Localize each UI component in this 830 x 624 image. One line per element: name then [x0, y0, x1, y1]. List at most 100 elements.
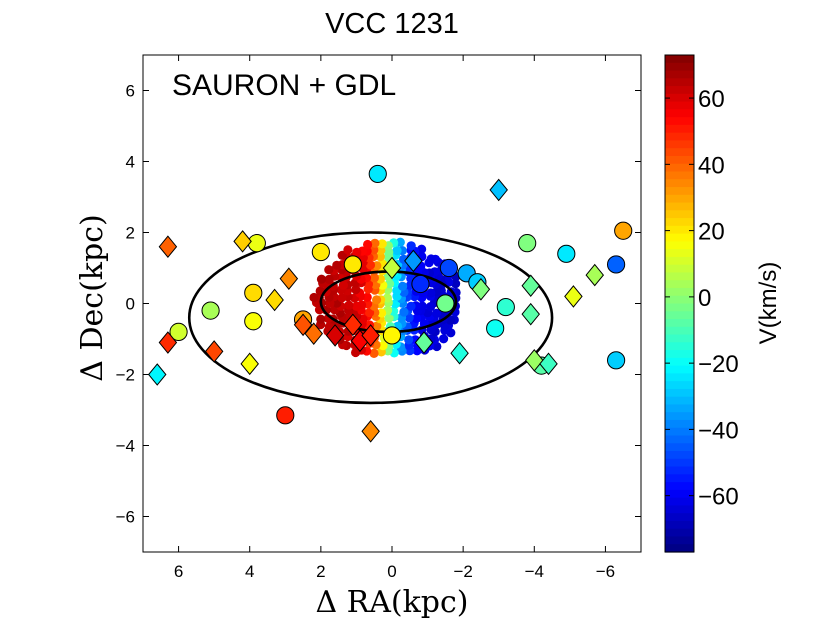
chart-title: VCC 1231 — [325, 8, 459, 40]
sauron-spaxel — [343, 245, 352, 254]
colorbar-segment — [665, 71, 694, 79]
colorbar-segment — [665, 505, 694, 513]
x-tick-label: 6 — [174, 562, 183, 581]
colorbar-segment — [665, 272, 694, 280]
y-tick-label: −2 — [116, 366, 135, 385]
gc-circle-point — [248, 235, 265, 252]
colorbar-segment — [665, 366, 694, 374]
colorbar-segment — [665, 288, 694, 296]
gc-circle-point — [277, 407, 294, 424]
colorbar-segment — [665, 241, 694, 249]
colorbar-tick-label: 0 — [698, 285, 711, 312]
colorbar-tick-label: −20 — [698, 351, 739, 378]
colorbar-segment — [665, 148, 694, 156]
sauron-spaxel — [439, 334, 448, 343]
colorbar-segment — [665, 117, 694, 125]
gc-circle-point — [383, 327, 400, 344]
sauron-spaxel — [372, 295, 381, 304]
colorbar-segment — [665, 389, 694, 397]
sauron-spaxel — [316, 315, 325, 324]
gc-circle-point — [519, 235, 536, 252]
gc-circle-point — [608, 256, 625, 273]
colorbar-segment — [665, 218, 694, 226]
colorbar-segment — [665, 436, 694, 444]
colorbar-segment — [665, 381, 694, 389]
colorbar-segment — [665, 412, 694, 420]
sauron-spaxel — [406, 302, 415, 311]
colorbar-segment — [665, 529, 694, 537]
colorbar-segment — [665, 459, 694, 467]
sauron-spaxel — [317, 275, 326, 284]
colorbar-segment — [665, 156, 694, 164]
colorbar-segment — [665, 63, 694, 71]
colorbar-segment — [665, 498, 694, 506]
colorbar-tick-label: 40 — [698, 152, 725, 179]
gc-circle-point — [245, 284, 262, 301]
colorbar-segment — [665, 280, 694, 288]
colorbar-segment — [665, 86, 694, 94]
colorbar-tick-label: 20 — [698, 219, 725, 246]
colorbar-segment — [665, 179, 694, 187]
gc-circle-point — [437, 295, 454, 312]
gc-circle-point — [312, 243, 329, 260]
sauron-spaxel — [404, 335, 413, 344]
colorbar-segment — [665, 474, 694, 482]
colorbar-segment — [665, 420, 694, 428]
x-tick-label: 0 — [387, 562, 396, 581]
y-tick-label: 4 — [126, 153, 135, 172]
colorbar-segment — [665, 226, 694, 234]
colorbar-segment — [665, 257, 694, 265]
gc-circle-point — [487, 320, 504, 337]
colorbar-segment — [665, 55, 694, 63]
colorbar-segment — [665, 78, 694, 86]
y-tick-label: 2 — [126, 224, 135, 243]
colorbar-segment — [665, 404, 694, 412]
gc-circle-point — [202, 302, 219, 319]
x-tick-label: −2 — [453, 562, 472, 581]
colorbar-segment — [665, 125, 694, 133]
colorbar-segment — [665, 451, 694, 459]
y-tick-label: −6 — [116, 508, 135, 527]
colorbar-segment — [665, 513, 694, 521]
gc-circle-point — [369, 165, 386, 182]
colorbar-segment — [665, 443, 694, 451]
x-tick-label: −4 — [525, 562, 544, 581]
colorbar: 60 40 20 0 −20 −40 −60 — [665, 55, 739, 553]
sauron-spaxel — [324, 265, 333, 274]
colorbar-segment — [665, 327, 694, 335]
colorbar-segment — [665, 249, 694, 257]
colorbar-segment — [665, 397, 694, 405]
gc-circle-point — [245, 313, 262, 330]
x-tick-label: −6 — [596, 562, 615, 581]
colorbar-segment — [665, 304, 694, 312]
y-tick-label: 0 — [126, 295, 135, 314]
colorbar-segment — [665, 265, 694, 273]
colorbar-segment — [665, 482, 694, 490]
colorbar-segment — [665, 171, 694, 179]
gc-circle-point — [344, 256, 361, 273]
gc-circle-point — [558, 245, 575, 262]
y-axis-label: Δ Dec(kpc) — [75, 214, 110, 381]
colorbar-label: V(km/s) — [755, 262, 782, 345]
colorbar-segment — [665, 109, 694, 117]
colorbar-segment — [665, 342, 694, 350]
gc-circle-point — [440, 259, 457, 276]
sauron-spaxel — [332, 261, 341, 270]
sauron-spaxel — [398, 282, 407, 291]
gc-circle-point — [615, 222, 632, 239]
x-tick-label: 4 — [245, 562, 254, 581]
annotation-label: SAURON + GDL — [172, 69, 396, 102]
colorbar-segment — [665, 234, 694, 242]
colorbar-segment — [665, 319, 694, 327]
colorbar-tick-label: −40 — [698, 417, 739, 444]
gc-circle-point — [608, 352, 625, 369]
colorbar-segment — [665, 467, 694, 475]
colorbar-segment — [665, 203, 694, 211]
colorbar-tick-label: −60 — [698, 484, 739, 511]
y-tick-label: −4 — [116, 437, 135, 456]
colorbar-segment — [665, 536, 694, 544]
colorbar-segment — [665, 164, 694, 172]
sauron-spaxel — [407, 241, 416, 250]
x-axis-label: Δ RA(kpc) — [315, 585, 468, 620]
colorbar-segment — [665, 133, 694, 141]
